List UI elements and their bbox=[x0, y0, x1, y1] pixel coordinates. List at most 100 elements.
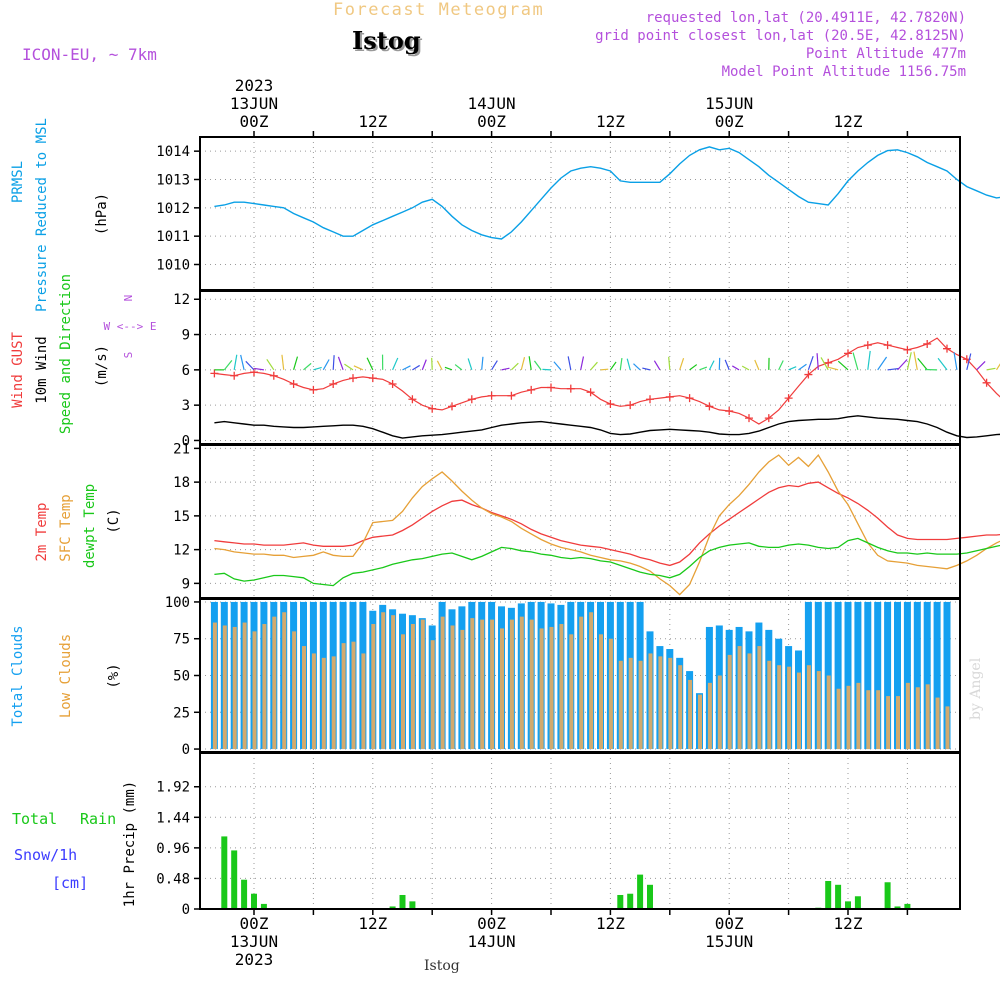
precip-bar bbox=[884, 882, 891, 909]
temperature-panel-border bbox=[199, 444, 961, 599]
precip-bar bbox=[894, 906, 901, 909]
wind-arrow bbox=[332, 355, 335, 370]
celsius-label: (C) bbox=[106, 508, 122, 533]
low-cloud-bar bbox=[549, 626, 554, 750]
wind-arrow bbox=[741, 365, 750, 371]
low-cloud-bar bbox=[787, 666, 792, 750]
low-cloud-bar bbox=[420, 619, 425, 750]
y-tick-label: 1012 bbox=[156, 201, 190, 217]
low-cloud-bar bbox=[391, 615, 396, 750]
temp-2m-label: 2m Temp bbox=[34, 502, 50, 561]
wind-arrow bbox=[366, 357, 374, 371]
low-cloud-bar bbox=[945, 706, 950, 750]
low-cloud-bar bbox=[628, 657, 633, 750]
low-cloud-bar bbox=[727, 654, 732, 750]
y-tick-label: 1013 bbox=[156, 173, 190, 189]
wind-arrow bbox=[266, 359, 275, 371]
wind-arrow bbox=[653, 360, 661, 371]
pressure-label: Pressure Reduced to MSL bbox=[34, 118, 50, 312]
wind-arrow bbox=[444, 366, 453, 371]
footer-location: Istog bbox=[424, 958, 460, 974]
low-cloud-bar bbox=[658, 656, 663, 750]
gust-marker bbox=[309, 385, 318, 394]
compass-north: N bbox=[122, 295, 135, 302]
bottom-axis-label: 15JUN bbox=[705, 932, 753, 951]
gust-marker bbox=[349, 374, 357, 383]
gust-marker bbox=[467, 395, 476, 404]
low-cloud-bar bbox=[589, 612, 594, 750]
low-cloud-bar bbox=[767, 660, 772, 750]
y-tick-label: 9 bbox=[182, 328, 190, 344]
precip-bar bbox=[241, 879, 248, 909]
low-cloud-bar bbox=[262, 624, 267, 750]
wind-panel: 0 3 6 9 12 bbox=[173, 291, 1000, 449]
wind-arrow bbox=[467, 358, 473, 371]
wind-arrow bbox=[303, 362, 312, 371]
gust-marker bbox=[626, 401, 635, 410]
low-cloud-bar bbox=[302, 646, 306, 750]
low-cloud-bar bbox=[856, 682, 861, 750]
low-cloud-bar bbox=[212, 622, 217, 750]
low-cloud-bar bbox=[311, 653, 316, 750]
wind-arrow bbox=[995, 363, 1000, 371]
bottom-axis-label: 00Z bbox=[715, 914, 744, 933]
low-cloud-bar bbox=[232, 626, 237, 750]
low-cloud-bar bbox=[836, 688, 841, 750]
speed-direction-label: Speed and Direction bbox=[58, 274, 74, 434]
wind-arrow bbox=[344, 363, 354, 371]
top-axis-label: 12Z bbox=[834, 112, 863, 131]
y-tick-label: 1.44 bbox=[156, 810, 190, 826]
low-cloud-bar bbox=[519, 616, 524, 750]
bottom-axis-label: 12Z bbox=[834, 914, 863, 933]
precip-bar bbox=[904, 903, 911, 909]
wind-arrow bbox=[245, 360, 255, 371]
gust-marker bbox=[883, 341, 892, 350]
low-cloud-bar bbox=[777, 665, 782, 750]
low-cloud-bar bbox=[915, 687, 920, 750]
precip-bar bbox=[231, 850, 238, 909]
low-cloud-bar bbox=[282, 612, 287, 750]
wind-arrow bbox=[937, 357, 948, 371]
low-clouds-label: Low Clouds bbox=[58, 634, 74, 718]
wind-arrow bbox=[816, 353, 819, 370]
gust-marker bbox=[685, 394, 694, 403]
gust-marker bbox=[903, 345, 912, 354]
wind-arrow bbox=[421, 359, 427, 371]
wind-gust-label: Wind GUST bbox=[10, 332, 26, 408]
precip-bar bbox=[627, 893, 634, 909]
wind-arrow bbox=[353, 365, 364, 371]
wind-arrow bbox=[402, 365, 411, 371]
gust-marker bbox=[784, 394, 793, 403]
requested-coords: requested lon,lat (20.4911E, 42.7820N) bbox=[645, 10, 966, 26]
y-tick-label: 6 bbox=[182, 363, 190, 379]
wind-arrow bbox=[520, 357, 526, 371]
prmsl-label: PRMSL bbox=[10, 161, 26, 203]
gust-marker bbox=[408, 395, 417, 404]
wind-arrow bbox=[887, 367, 900, 371]
wind-arrow bbox=[820, 357, 829, 371]
snow-label: Snow/1h bbox=[14, 846, 77, 864]
low-cloud-bar bbox=[292, 631, 297, 750]
gust-marker bbox=[388, 379, 397, 388]
wind-arrow bbox=[436, 360, 443, 371]
total-cloud-bar bbox=[844, 601, 852, 750]
percent-label: (%) bbox=[106, 663, 122, 688]
low-cloud-bar bbox=[925, 684, 930, 750]
wind-arrow bbox=[679, 358, 685, 371]
low-cloud-bar bbox=[509, 619, 514, 750]
gust-marker bbox=[448, 402, 456, 411]
y-tick-label: 25 bbox=[173, 705, 190, 721]
model-label: ICON-EU, ~ 7km bbox=[22, 45, 157, 64]
wind-arrow bbox=[313, 366, 322, 371]
low-cloud-bar bbox=[698, 694, 702, 750]
total-cloud-bar bbox=[933, 601, 941, 750]
wind-arrow bbox=[788, 366, 797, 371]
y-tick-label: 0 bbox=[182, 742, 190, 758]
wind-arrow bbox=[533, 360, 542, 371]
bottom-axis-label: 2023 bbox=[235, 950, 274, 969]
wind-arrow bbox=[953, 352, 958, 370]
low-cloud-bar bbox=[648, 653, 653, 750]
low-cloud-bar bbox=[806, 665, 811, 750]
precip-bar bbox=[845, 901, 851, 909]
gust-marker bbox=[527, 385, 536, 394]
